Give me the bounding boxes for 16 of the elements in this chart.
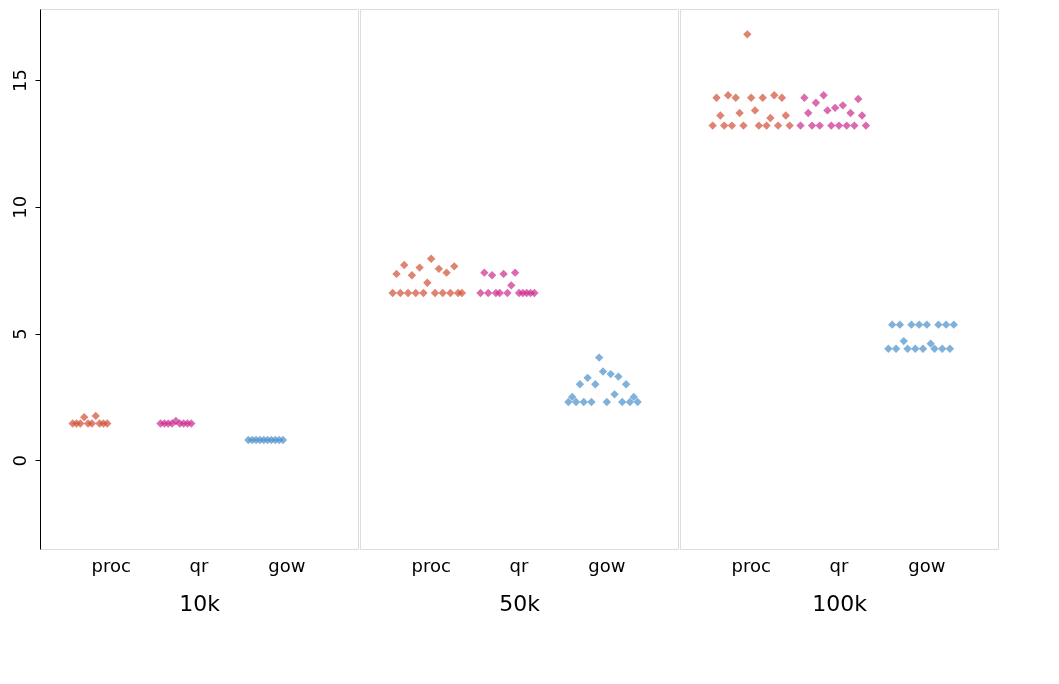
x-tick-label: gow xyxy=(268,554,306,576)
x-tick-label: gow xyxy=(908,554,946,576)
y-tick-label: 0 xyxy=(8,455,30,467)
x-axis-title: 50k xyxy=(499,590,541,616)
x-tick-label: proc xyxy=(731,554,771,576)
y-tick-label: 5 xyxy=(8,328,30,340)
y-tick-label: 10 xyxy=(8,195,30,219)
x-tick-label: qr xyxy=(189,554,210,576)
x-tick-label: proc xyxy=(91,554,131,576)
x-axis-title: 10k xyxy=(179,590,221,616)
x-tick-label: qr xyxy=(509,554,530,576)
x-axis-title: 100k xyxy=(812,590,868,616)
x-tick-label: proc xyxy=(411,554,451,576)
x-tick-label: qr xyxy=(829,554,850,576)
y-tick-label: 15 xyxy=(8,69,30,92)
x-tick-label: gow xyxy=(588,554,626,576)
